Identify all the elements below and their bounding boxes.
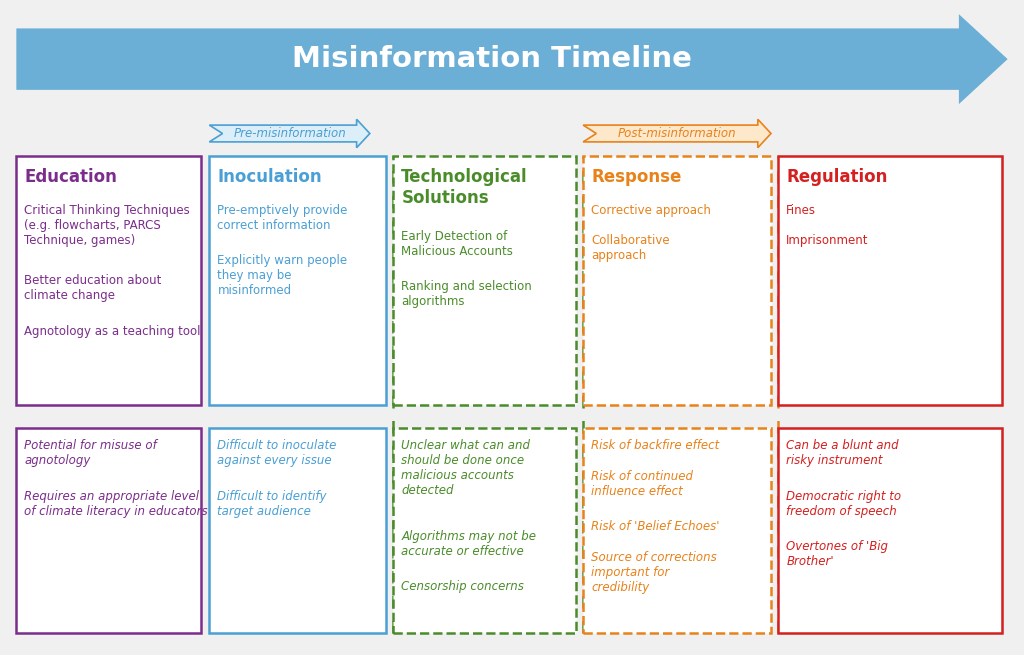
- Text: Source of corrections
important for
credibility: Source of corrections important for cred…: [591, 551, 717, 593]
- Text: Pre-misinformation: Pre-misinformation: [233, 127, 346, 140]
- Text: Post-misinformation: Post-misinformation: [617, 127, 736, 140]
- Text: Agnotology as a teaching tool: Agnotology as a teaching tool: [25, 325, 201, 338]
- Text: Explicitly warn people
they may be
misinformed: Explicitly warn people they may be misin…: [217, 254, 347, 297]
- Text: Algorithms may not be
accurate or effective: Algorithms may not be accurate or effect…: [401, 530, 537, 558]
- Text: Ranking and selection
algorithms: Ranking and selection algorithms: [401, 280, 532, 309]
- Text: Requires an appropriate level
of climate literacy in educators: Requires an appropriate level of climate…: [25, 490, 208, 518]
- Text: Can be a blunt and
risky instrument: Can be a blunt and risky instrument: [786, 440, 899, 468]
- Text: Risk of backfire effect: Risk of backfire effect: [591, 440, 720, 453]
- Text: Better education about
climate change: Better education about climate change: [25, 274, 162, 303]
- FancyBboxPatch shape: [16, 156, 201, 405]
- Text: Imprisonment: Imprisonment: [786, 234, 868, 248]
- FancyBboxPatch shape: [209, 156, 386, 405]
- FancyBboxPatch shape: [778, 156, 1001, 405]
- Text: Pre-emptively provide
correct information: Pre-emptively provide correct informatio…: [217, 204, 348, 232]
- Text: Response: Response: [591, 168, 682, 186]
- Text: Education: Education: [25, 168, 118, 186]
- Text: Fines: Fines: [786, 204, 816, 217]
- Polygon shape: [583, 119, 771, 148]
- Text: Critical Thinking Techniques
(e.g. flowcharts, PARCS
Technique, games): Critical Thinking Techniques (e.g. flowc…: [25, 204, 190, 247]
- Text: Potential for misuse of
agnotology: Potential for misuse of agnotology: [25, 440, 158, 468]
- FancyBboxPatch shape: [393, 428, 575, 633]
- Text: Difficult to inoculate
against every issue: Difficult to inoculate against every iss…: [217, 440, 337, 468]
- Polygon shape: [16, 14, 1008, 104]
- FancyBboxPatch shape: [16, 428, 201, 633]
- Text: Risk of continued
influence effect: Risk of continued influence effect: [591, 470, 693, 498]
- Text: Overtones of 'Big
Brother': Overtones of 'Big Brother': [786, 540, 888, 569]
- Text: Difficult to identify
target audience: Difficult to identify target audience: [217, 490, 327, 518]
- FancyBboxPatch shape: [393, 156, 575, 405]
- Text: Risk of 'Belief Echoes': Risk of 'Belief Echoes': [591, 520, 720, 533]
- Text: Early Detection of
Malicious Accounts: Early Detection of Malicious Accounts: [401, 230, 513, 258]
- Text: Censorship concerns: Censorship concerns: [401, 580, 524, 593]
- FancyBboxPatch shape: [583, 428, 771, 633]
- Text: Unclear what can and
should be done once
malicious accounts
detected: Unclear what can and should be done once…: [401, 440, 530, 497]
- Text: Misinformation Timeline: Misinformation Timeline: [292, 45, 691, 73]
- Text: Collaborative
approach: Collaborative approach: [591, 234, 670, 263]
- Text: Technological
Solutions: Technological Solutions: [401, 168, 528, 206]
- Text: Inoculation: Inoculation: [217, 168, 323, 186]
- FancyBboxPatch shape: [209, 428, 386, 633]
- Text: Corrective approach: Corrective approach: [591, 204, 711, 217]
- Polygon shape: [209, 119, 370, 148]
- FancyBboxPatch shape: [778, 428, 1001, 633]
- FancyBboxPatch shape: [583, 156, 771, 405]
- Text: Regulation: Regulation: [786, 168, 888, 186]
- Text: Democratic right to
freedom of speech: Democratic right to freedom of speech: [786, 490, 901, 518]
